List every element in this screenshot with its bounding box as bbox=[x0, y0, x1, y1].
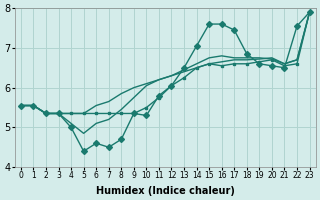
X-axis label: Humidex (Indice chaleur): Humidex (Indice chaleur) bbox=[96, 186, 235, 196]
